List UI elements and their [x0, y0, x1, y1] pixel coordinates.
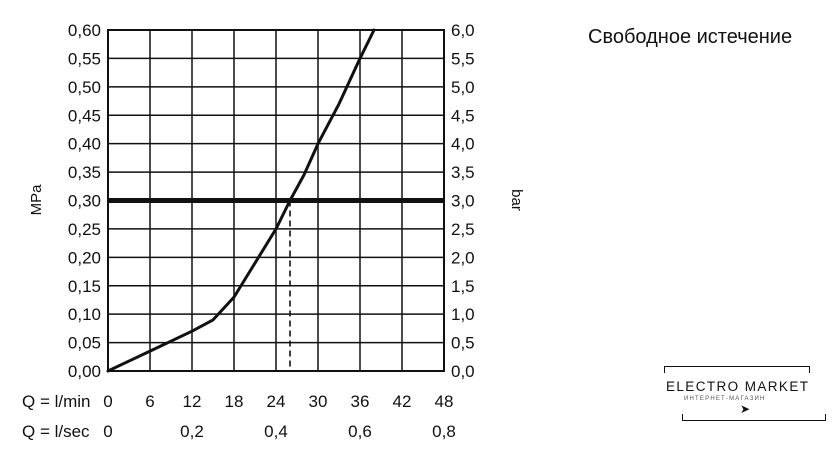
logo-subtext: ИНТЕРНЕТ-МАГАЗИН [684, 396, 766, 402]
flow-curve [106, 28, 376, 373]
x-tick-label-lsec: 0,6 [348, 422, 372, 441]
x-tick-label-lsec: 0,8 [432, 422, 456, 441]
y-tick-label-mpa: 0,35 [68, 163, 101, 182]
logo-text: ELECTRO MARKET [666, 379, 810, 394]
y-tick-label-mpa: 0,60 [68, 21, 101, 40]
x-tick-label-lmin: 42 [393, 392, 412, 411]
y-tick-label-mpa: 0,30 [68, 192, 101, 211]
y-tick-label-mpa: 0,45 [68, 106, 101, 125]
x-tick-label-lmin: 24 [267, 392, 286, 411]
y-tick-label-mpa: 0,50 [68, 78, 101, 97]
y-axis-label-left: MPa [28, 184, 45, 216]
y-tick-label-mpa: 0,10 [68, 305, 101, 324]
x-axis-label-lmin: Q = l/min [22, 392, 91, 411]
chart-title: Свободное истечение [588, 26, 793, 48]
x-tick-label-lmin: 6 [145, 392, 154, 411]
cursor-icon: ➤ [740, 402, 751, 416]
y-tick-label-bar: 6,0 [451, 21, 475, 40]
y-tick-label-mpa: 0,20 [68, 248, 101, 267]
y-tick-label-bar: 0,0 [451, 362, 475, 381]
x-tick-label-lmin: 12 [183, 392, 202, 411]
y-tick-label-bar: 4,5 [451, 106, 475, 125]
y-tick-label-bar: 4,0 [451, 135, 475, 154]
y-tick-label-bar: 2,0 [451, 248, 475, 267]
y-tick-label-bar: 5,5 [451, 49, 475, 68]
x-tick-label-lsec: 0,4 [264, 422, 288, 441]
y-tick-label-bar: 5,0 [451, 78, 475, 97]
y-tick-label-bar: 3,0 [451, 192, 475, 211]
y-tick-label-mpa: 0,05 [68, 334, 101, 353]
y-tick-label-bar: 0,5 [451, 334, 475, 353]
electro-market-logo: ELECTRO MARKET ИНТЕРНЕТ-МАГАЗИН ➤ [664, 366, 826, 422]
logo-frame-top [664, 366, 810, 373]
x-tick-label-lmin: 30 [309, 392, 328, 411]
x-tick-label-lmin: 36 [351, 392, 370, 411]
x-tick-label-lmin: 48 [435, 392, 454, 411]
y-tick-label-mpa: 0,25 [68, 220, 101, 239]
y-tick-label-bar: 2,5 [451, 220, 475, 239]
y-tick-label-bar: 1,5 [451, 277, 475, 296]
logo-frame-bottom [682, 414, 826, 421]
y-axis-label-right: bar [508, 189, 525, 211]
y-tick-label-mpa: 0,55 [68, 49, 101, 68]
y-tick-label-mpa: 0,00 [68, 362, 101, 381]
y-tick-label-mpa: 0,15 [68, 277, 101, 296]
x-tick-label-lsec: 0 [103, 422, 112, 441]
y-tick-label-mpa: 0,40 [68, 135, 101, 154]
y-tick-label-bar: 3,5 [451, 163, 475, 182]
x-tick-label-lmin: 18 [225, 392, 244, 411]
y-tick-label-bar: 1,0 [451, 305, 475, 324]
x-axis-label-lsec: Q = l/sec [22, 422, 90, 441]
x-tick-label-lmin: 0 [103, 392, 112, 411]
x-tick-label-lsec: 0,2 [180, 422, 204, 441]
